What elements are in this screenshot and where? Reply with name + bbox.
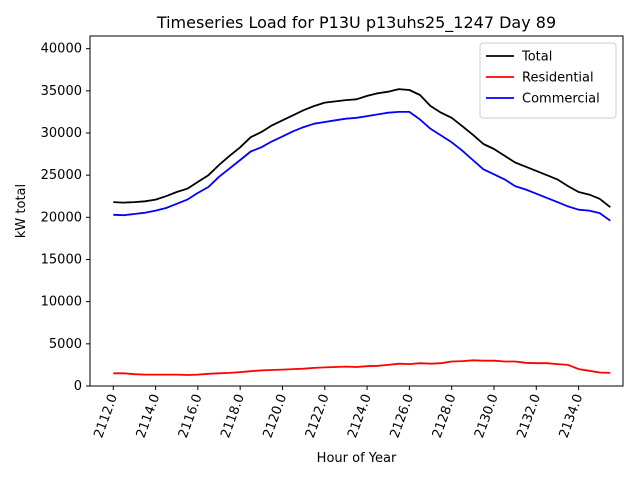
- legend-box: [479, 42, 617, 119]
- y-tick-label: 0: [74, 379, 82, 394]
- y-tick-label: 40000: [41, 42, 82, 57]
- x-tick-label: 2132.0: [514, 392, 544, 440]
- y-tick-label: 20000: [41, 210, 82, 225]
- x-tick-label: 2114.0: [134, 392, 164, 440]
- x-tick-label: 2126.0: [387, 392, 417, 440]
- x-tick-label: 2130.0: [472, 392, 502, 440]
- x-tick-label: 2112.0: [91, 392, 121, 440]
- x-tick-label: 2122.0: [303, 392, 333, 440]
- y-tick-label: 15000: [41, 252, 82, 267]
- x-tick-label: 2116.0: [176, 392, 206, 440]
- series-lines: [113, 88, 611, 376]
- y-tick-label: 30000: [41, 126, 82, 141]
- legend-entry: Residential: [522, 71, 594, 86]
- y-tick-label: 5000: [49, 337, 82, 352]
- x-tick-label: 2128.0: [430, 392, 460, 440]
- x-tick-label: 2120.0: [261, 392, 291, 440]
- y-axis-label: kW total: [14, 184, 29, 238]
- series-line-commercial: [113, 111, 611, 222]
- y-tick-label: 10000: [41, 295, 82, 310]
- x-tick-label: 2118.0: [218, 392, 248, 440]
- legend-entry: Total: [521, 50, 552, 65]
- x-tick-label: 2124.0: [345, 392, 375, 440]
- legend: Total Residential Commercial: [479, 42, 617, 119]
- chart-title: Timeseries Load for P13U p13uhs25_1247 D…: [156, 13, 556, 33]
- x-tick-label: 2134.0: [557, 392, 587, 440]
- y-tick-label: 25000: [41, 168, 82, 183]
- y-tick-label: 35000: [41, 84, 82, 99]
- x-axis-label: Hour of Year: [317, 451, 397, 466]
- legend-entry: Commercial: [522, 92, 600, 107]
- series-line-residential: [113, 359, 611, 376]
- series-line-total: [113, 88, 611, 208]
